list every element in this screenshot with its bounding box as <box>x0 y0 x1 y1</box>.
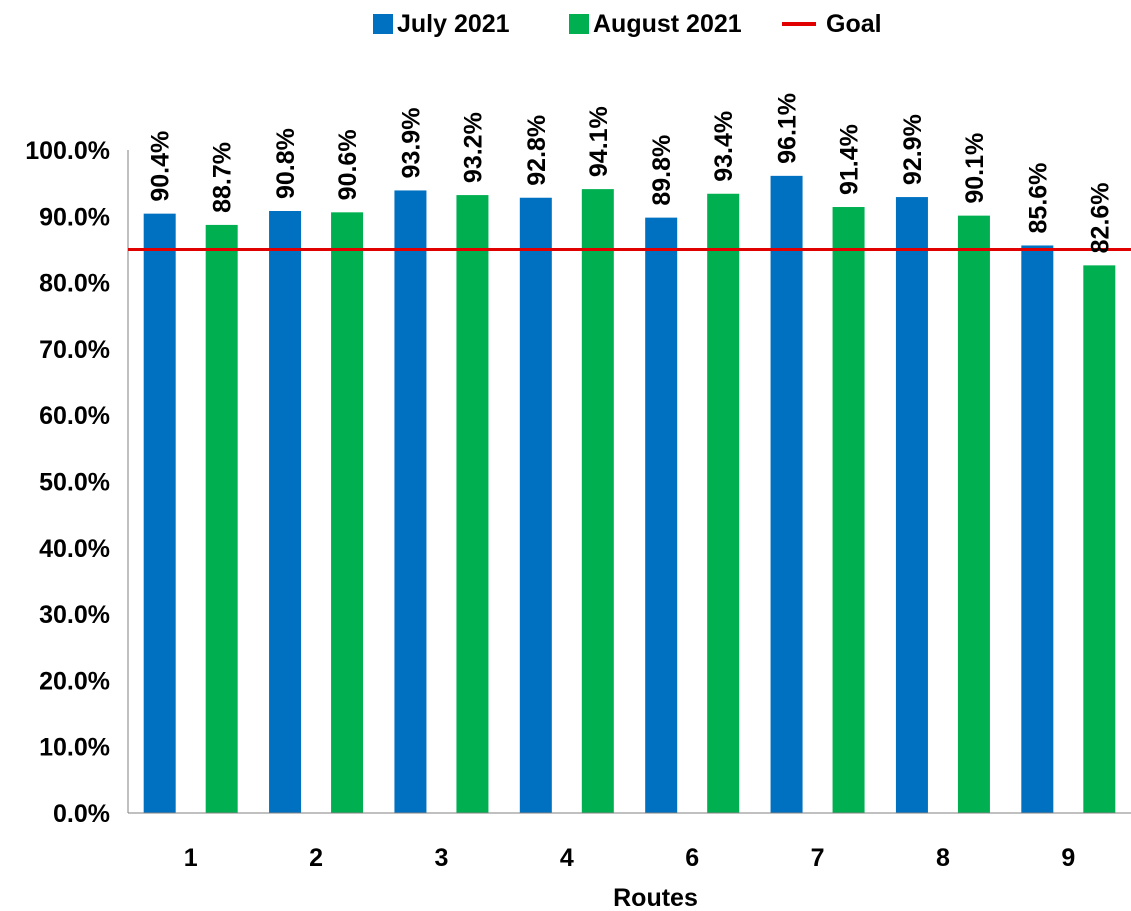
data-label: 96.1% <box>774 93 802 164</box>
legend-swatch-august <box>569 14 589 34</box>
legend-item-july: July 2021 <box>373 6 510 42</box>
data-label: 93.9% <box>397 108 425 179</box>
bar-august-route-6 <box>707 193 740 813</box>
chart-legend: July 2021 August 2021 Goal <box>0 6 1131 42</box>
x-tick-label: 7 <box>811 844 825 872</box>
bar-august-route-2 <box>331 212 364 813</box>
legend-swatch-goal <box>782 22 816 26</box>
legend-item-goal: Goal <box>782 6 882 42</box>
bar-august-route-4 <box>581 189 614 813</box>
y-tick-label: 10.0% <box>39 734 110 762</box>
bar-august-route-7 <box>832 207 865 813</box>
data-labels: 90.4% 88.7% 90.8% 90.6% 93.9% 93.2% 92.8% 94.1%… <box>147 93 1115 253</box>
data-label: 85.6% <box>1024 163 1052 234</box>
data-label: 90.4% <box>147 131 175 202</box>
bars <box>143 175 1116 814</box>
data-label: 90.8% <box>272 128 300 199</box>
data-label: 93.2% <box>459 112 487 183</box>
x-axis: 1 2 3 4 6 7 8 9 Routes <box>128 812 1131 911</box>
legend-label-july: July 2021 <box>397 9 510 38</box>
y-tick-label: 60.0% <box>39 402 110 430</box>
bar-july-route-9 <box>1021 245 1054 814</box>
legend-item-august: August 2021 <box>569 6 742 42</box>
y-tick-label: 80.0% <box>39 270 110 298</box>
x-tick-label: 3 <box>434 844 448 872</box>
y-tick-label: 70.0% <box>39 336 110 364</box>
bar-july-route-8 <box>895 197 928 813</box>
data-label: 88.7% <box>209 142 237 213</box>
bar-august-route-8 <box>957 215 990 814</box>
data-label: 90.1% <box>961 133 989 204</box>
data-label: 92.8% <box>523 115 551 186</box>
bar-august-route-1 <box>205 224 238 813</box>
y-tick-label: 30.0% <box>39 601 110 629</box>
legend-label-august: August 2021 <box>593 9 742 38</box>
y-tick-label: 20.0% <box>39 667 110 695</box>
x-tick-label: 9 <box>1061 844 1075 872</box>
y-tick-label: 0.0% <box>53 800 110 828</box>
x-tick-label: 6 <box>685 844 699 872</box>
y-tick-label: 50.0% <box>39 469 110 497</box>
data-label: 94.1% <box>585 106 613 177</box>
x-axis-title: Routes <box>613 884 698 911</box>
data-label: 90.6% <box>334 129 362 200</box>
y-tick-label: 90.0% <box>39 203 110 231</box>
x-tick-label: 1 <box>184 844 198 872</box>
x-tick-label: 8 <box>936 844 950 872</box>
data-label: 89.8% <box>648 135 676 206</box>
bar-july-route-3 <box>394 190 427 813</box>
bar-july-route-7 <box>770 175 803 813</box>
legend-label-goal: Goal <box>826 9 882 38</box>
bar-july-route-6 <box>645 217 678 814</box>
bar-july-route-4 <box>519 197 552 814</box>
y-axis: 0.0% 10.0% 20.0% 30.0% 40.0% 50.0% 60.0% 70.0% 8… <box>25 137 129 828</box>
data-label: 93.4% <box>710 111 738 182</box>
data-label: 91.4% <box>836 124 864 195</box>
y-tick-label: 40.0% <box>39 535 110 563</box>
y-tick-label: 100.0% <box>25 137 110 165</box>
x-tick-label: 2 <box>309 844 323 872</box>
x-tick-label: 4 <box>560 844 574 872</box>
bar-july-route-2 <box>269 210 302 814</box>
bar-august-route-9 <box>1083 265 1116 813</box>
legend-swatch-july <box>373 14 393 34</box>
data-label: 82.6% <box>1086 182 1114 253</box>
bar-august-route-3 <box>456 195 489 814</box>
data-label: 92.9% <box>899 114 927 185</box>
bar-july-route-1 <box>143 213 176 813</box>
